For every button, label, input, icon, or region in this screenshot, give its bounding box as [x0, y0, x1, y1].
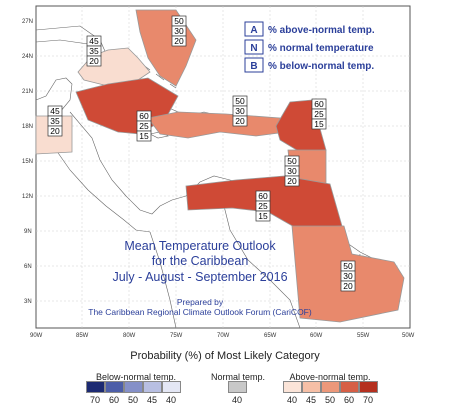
- prob-below: 20: [287, 176, 297, 186]
- lat-label: 18N: [22, 124, 33, 130]
- legend-below-tick: 40: [165, 395, 176, 405]
- prob-normal: 30: [343, 271, 353, 281]
- legend-below-label: Below-normal temp.: [95, 372, 177, 382]
- lat-label: 21N: [22, 89, 33, 95]
- prob-normal: 25: [258, 201, 268, 211]
- prob-normal: 25: [139, 121, 149, 131]
- zone-label-windward-islands: 50 30 20: [284, 155, 300, 187]
- prepared-by-label: Prepared by: [176, 297, 224, 307]
- legend-normal-label: Normal temp.: [210, 372, 265, 382]
- lon-label: 85W: [76, 333, 89, 339]
- zone-label-leeward-islands: 60 25 15: [311, 98, 327, 130]
- legend-below-swatch: [143, 381, 162, 393]
- prob-below: 15: [139, 131, 149, 141]
- lon-label: 55W: [357, 333, 370, 339]
- prob-below: 20: [50, 126, 60, 136]
- prob-below: 20: [235, 116, 245, 126]
- zone-label-guianas: 50 30 20: [340, 260, 356, 292]
- zone-label-hispaniola-puerto-rico: 50 30 20: [232, 95, 248, 127]
- zone-label-gulf-of-honduras: 45 35 20: [86, 35, 102, 67]
- lat-label: 12N: [22, 194, 33, 200]
- lon-label: 90W: [30, 333, 43, 339]
- map-title-line3: July - August - September 2016: [112, 270, 288, 284]
- prob-normal: 30: [287, 166, 297, 176]
- key-letter-b: B: [250, 61, 257, 72]
- legend-below-tick: 45: [146, 395, 157, 405]
- prob-normal: 30: [235, 106, 245, 116]
- prob-below: 20: [174, 36, 184, 46]
- map-title-line1: Mean Temperature Outlook: [124, 239, 276, 253]
- lon-label: 70W: [217, 333, 230, 339]
- prob-normal: 25: [314, 109, 324, 119]
- key-letter-a: A: [250, 25, 257, 36]
- prob-below: 20: [89, 56, 99, 66]
- prob-above: 50: [174, 16, 184, 26]
- legend-below-swatch: [86, 381, 105, 393]
- prob-above: 50: [235, 96, 245, 106]
- legend-above-tick: 60: [343, 395, 354, 405]
- lon-label: 60W: [310, 333, 323, 339]
- prob-below: 15: [314, 119, 324, 129]
- legend-above-label: Above-normal temp.: [289, 372, 371, 382]
- prob-above: 45: [50, 106, 60, 116]
- jamaica-coast: [149, 131, 169, 139]
- lat-label: 15N: [22, 159, 33, 165]
- prob-above: 45: [89, 36, 99, 46]
- legend-above-tick: 50: [324, 395, 335, 405]
- legend-normal-swatch: [228, 381, 247, 393]
- legend-title: Probability (%) of Most Likely Category: [130, 350, 320, 362]
- hispaniola-puerto-rico-zone: [147, 111, 287, 139]
- lat-label: 9N: [24, 229, 32, 235]
- prob-above: 50: [287, 156, 297, 166]
- key-text-normal: % normal temperature: [268, 43, 374, 54]
- legend-below-swatch: [105, 381, 124, 393]
- legend-above-swatch: [283, 381, 302, 393]
- prob-above: 60: [314, 99, 324, 109]
- legend-normal-tick: 40: [231, 395, 242, 405]
- lat-label: 27N: [22, 19, 33, 25]
- lon-label: 65W: [264, 333, 277, 339]
- prob-above: 60: [258, 191, 268, 201]
- prob-normal: 35: [50, 116, 60, 126]
- prob-below: 20: [343, 281, 353, 291]
- map-title-line2: for the Caribbean: [151, 254, 249, 268]
- south-america-interior: [149, 231, 177, 329]
- lat-label: 3N: [24, 299, 32, 305]
- key-text-above: % above-normal temp.: [268, 25, 375, 36]
- legend-below-swatch: [124, 381, 143, 393]
- legend-above-tick: 45: [305, 395, 316, 405]
- legend-above-swatch: [359, 381, 378, 393]
- key-text-below: % below-normal temp.: [268, 61, 374, 72]
- organization-label: The Caribbean Regional Climate Outlook F…: [88, 307, 312, 317]
- lon-label: 80W: [123, 333, 136, 339]
- zone-label-central-america-west: 45 35 20: [47, 105, 63, 137]
- legend-below-swatch: [162, 381, 181, 393]
- prob-below: 15: [258, 211, 268, 221]
- category-key: A N B % above-normal temp. % normal temp…: [244, 21, 375, 73]
- legend-above-swatch: [340, 381, 359, 393]
- lon-label: 75W: [170, 333, 183, 339]
- legend-below-tick: 70: [89, 395, 100, 405]
- legend-below-tick: 60: [108, 395, 119, 405]
- legend-below-tick: 50: [127, 395, 138, 405]
- legend-above-swatch: [321, 381, 340, 393]
- legend-above-tick: 40: [286, 395, 297, 405]
- key-letter-n: N: [250, 43, 257, 54]
- venezuela-interior: [219, 189, 301, 329]
- prob-above: 50: [343, 261, 353, 271]
- prob-above: 60: [139, 111, 149, 121]
- zone-label-cuba-jamaica: 60 25 15: [136, 110, 152, 142]
- central-america-coast: [69, 111, 187, 215]
- legend-above-swatch: [302, 381, 321, 393]
- lon-label: 50W: [402, 333, 415, 339]
- central-america-coast-west: [35, 139, 151, 233]
- zone-label-bahamas: 50 30 20: [171, 15, 187, 47]
- legend-above-tick: 70: [362, 395, 373, 405]
- lat-label: 6N: [24, 264, 32, 270]
- zone-label-caribbean-south: 60 25 15: [255, 190, 271, 222]
- lat-label: 24N: [22, 54, 33, 60]
- prob-normal: 30: [174, 26, 184, 36]
- prob-normal: 35: [89, 46, 99, 56]
